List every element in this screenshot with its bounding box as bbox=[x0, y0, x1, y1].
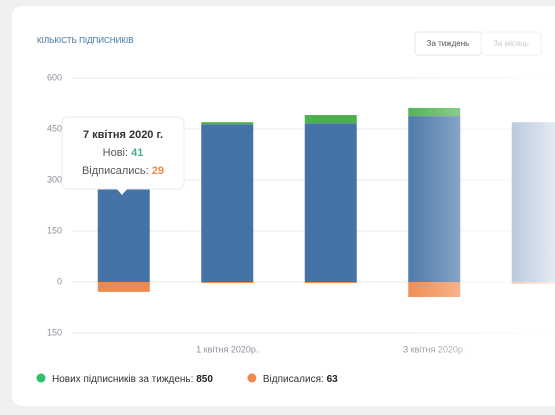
y-tick-label: 150 bbox=[47, 225, 62, 235]
bar-segment bbox=[304, 115, 357, 124]
y-tick-label: 0 bbox=[57, 276, 62, 286]
tooltip-label: Відписались: bbox=[82, 165, 149, 177]
tooltip: 7 квітня 2020 г. Нові: 41 Відписались: 29 bbox=[61, 116, 185, 195]
tooltip-row: Нові: 41 bbox=[103, 147, 144, 159]
button[interactable] bbox=[480, 31, 542, 56]
legend-total: 63 bbox=[327, 374, 339, 385]
fade-overlay bbox=[400, 60, 555, 365]
tooltip-label: Нові: bbox=[103, 147, 128, 159]
bar-segment bbox=[201, 282, 254, 284]
legend-marker bbox=[36, 373, 46, 383]
button-label[interactable]: За місяць bbox=[493, 39, 529, 48]
tooltip-row: Відписались: 29 bbox=[82, 165, 164, 177]
legend-marker bbox=[247, 373, 257, 383]
tooltip-pointer bbox=[116, 188, 128, 195]
y-tick-label: 600 bbox=[47, 72, 62, 82]
bar-segment bbox=[304, 282, 357, 284]
tooltip-value: 41 bbox=[131, 147, 143, 159]
legend-text: Нових підписників за тиждень: 850 bbox=[52, 374, 213, 385]
legend-text: Відписалися: 63 bbox=[263, 374, 338, 385]
y-tick-label: 300 bbox=[47, 174, 62, 184]
button-label[interactable]: За тиждень bbox=[427, 39, 470, 48]
y-tick-label: 450 bbox=[47, 123, 62, 133]
bar-segment bbox=[97, 282, 150, 292]
tooltip-title: 7 квітня 2020 г. bbox=[83, 129, 163, 141]
chart-title: КІЛЬКІСТЬ ПІДПИСНИКІВ bbox=[37, 36, 134, 45]
legend: Нових підписників за тиждень: 850 Відписа… bbox=[36, 373, 338, 385]
y-tick-label: 150 bbox=[47, 327, 62, 337]
x-tick-label: 1 квітня 2020р. bbox=[196, 344, 258, 354]
tooltip-value: 29 bbox=[152, 165, 164, 177]
legend-total: 850 bbox=[196, 374, 213, 385]
legend-label: Нових підписників за тиждень: bbox=[52, 374, 193, 385]
bar-segment bbox=[201, 122, 254, 125]
legend-label: Відписалися: bbox=[263, 374, 324, 385]
bar-segment bbox=[201, 124, 254, 283]
bar-segment bbox=[304, 123, 357, 282]
